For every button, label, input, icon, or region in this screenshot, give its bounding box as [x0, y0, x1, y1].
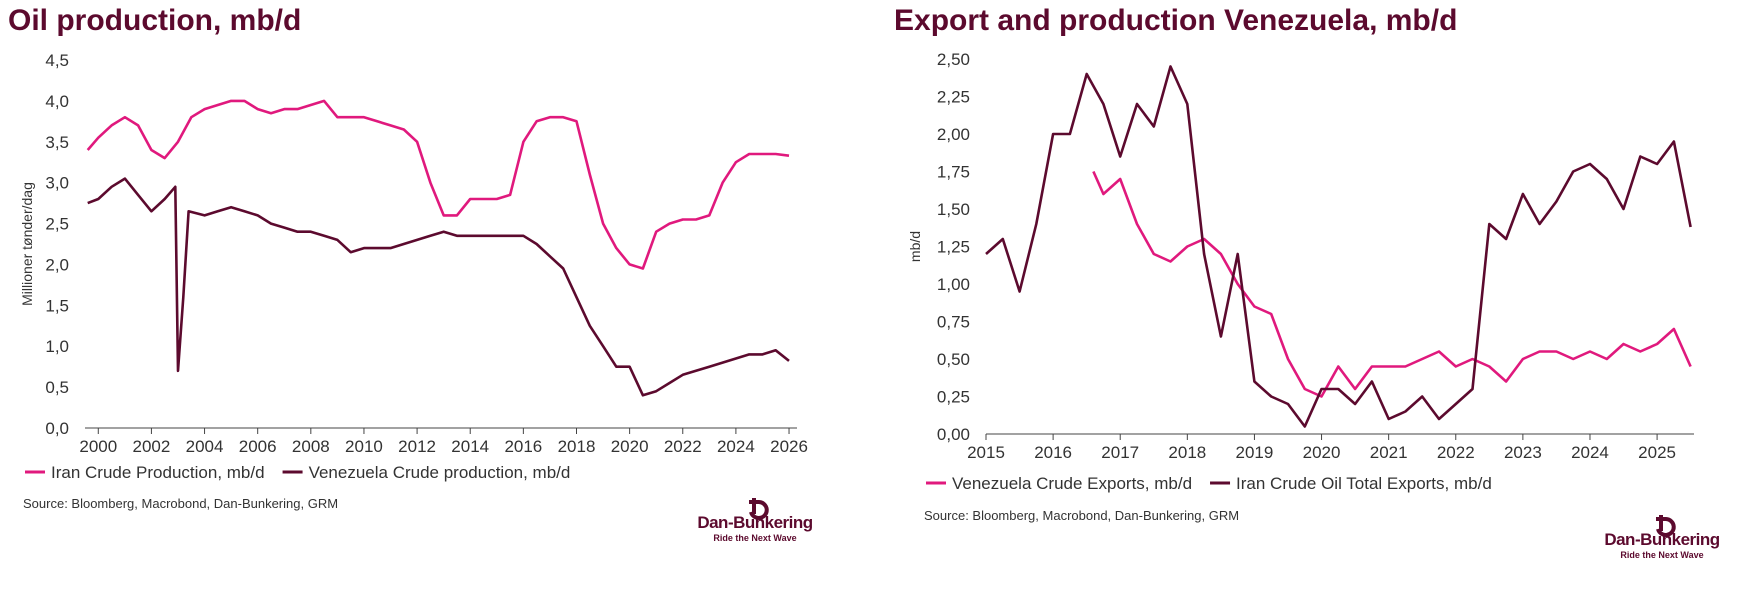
series-line: [1092, 170, 1692, 398]
x-tick-label: 2010: [345, 437, 383, 456]
y-tick-label: 4,0: [45, 92, 69, 111]
source-note: Source: Bloomberg, Macrobond, Dan-Bunker…: [23, 496, 338, 511]
y-axis-label: Millioner tønder/dag: [19, 182, 35, 306]
legend-label: Venezuela Crude production, mb/d: [309, 463, 571, 482]
logo-tagline: Ride the Next Wave: [1620, 550, 1703, 560]
x-tick-label: 2006: [239, 437, 277, 456]
legend-label: Venezuela Crude Exports, mb/d: [952, 474, 1192, 493]
y-tick-label: 3,5: [45, 133, 69, 152]
y-tick-label: 1,5: [45, 296, 69, 315]
y-tick-label: 1,25: [937, 238, 970, 257]
x-tick-label: 2023: [1504, 443, 1542, 462]
y-tick-label: 1,0: [45, 337, 69, 356]
x-tick-label: 2024: [1571, 443, 1609, 462]
x-tick-label: 2022: [664, 437, 702, 456]
chart-title: Export and production Venezuela, mb/d: [894, 4, 1457, 37]
x-tick-label: 2002: [133, 437, 171, 456]
x-tick-label: 2016: [1034, 443, 1072, 462]
y-tick-label: 1,75: [937, 163, 970, 182]
x-tick-label: 2026: [770, 437, 808, 456]
y-tick-label: 3,0: [45, 174, 69, 193]
logo-tagline: Ride the Next Wave: [713, 533, 796, 543]
y-tick-label: 1,50: [937, 200, 970, 219]
y-tick-label: 0,75: [937, 313, 970, 332]
x-tick-label: 2019: [1236, 443, 1274, 462]
y-tick-label: 0,25: [937, 388, 970, 407]
y-tick-label: 0,0: [45, 419, 69, 438]
x-tick-label: 2018: [1168, 443, 1206, 462]
chart-title: Oil production, mb/d: [8, 4, 301, 37]
source-note: Source: Bloomberg, Macrobond, Dan-Bunker…: [924, 508, 1239, 523]
y-tick-label: 2,00: [937, 125, 970, 144]
legend-label: Iran Crude Production, mb/d: [51, 463, 265, 482]
logo-name: Dan-Bunkering: [1604, 530, 1719, 549]
y-tick-label: 2,50: [937, 50, 970, 69]
legend-label: Iran Crude Oil Total Exports, mb/d: [1236, 474, 1492, 493]
x-tick-label: 2018: [558, 437, 596, 456]
logo-icon: [1656, 515, 1676, 537]
x-tick-label: 2012: [398, 437, 436, 456]
x-tick-label: 2008: [292, 437, 330, 456]
y-tick-label: 0,00: [937, 425, 970, 444]
x-tick-label: 2017: [1101, 443, 1139, 462]
x-tick-label: 2020: [611, 437, 649, 456]
x-tick-label: 2025: [1638, 443, 1676, 462]
x-tick-label: 2021: [1370, 443, 1408, 462]
y-tick-label: 1,00: [937, 275, 970, 294]
logo-icon: [749, 498, 769, 520]
x-tick-label: 2024: [717, 437, 755, 456]
y-tick-label: 0,50: [937, 350, 970, 369]
series-line: [985, 65, 1692, 428]
x-tick-label: 2015: [967, 443, 1005, 462]
x-tick-label: 2022: [1437, 443, 1475, 462]
series-line: [87, 177, 790, 397]
logo-name: Dan-Bunkering: [697, 513, 812, 532]
y-tick-label: 2,5: [45, 215, 69, 234]
y-tick-label: 2,25: [937, 88, 970, 107]
x-tick-label: 2020: [1303, 443, 1341, 462]
y-tick-label: 0,5: [45, 378, 69, 397]
y-tick-label: 2,0: [45, 255, 69, 274]
x-tick-label: 2000: [79, 437, 117, 456]
y-axis-label: mb/d: [907, 231, 923, 262]
y-tick-label: 4,5: [45, 51, 69, 70]
series-line: [86, 99, 790, 270]
x-tick-label: 2004: [186, 437, 224, 456]
x-tick-label: 2014: [451, 437, 489, 456]
x-tick-label: 2016: [504, 437, 542, 456]
